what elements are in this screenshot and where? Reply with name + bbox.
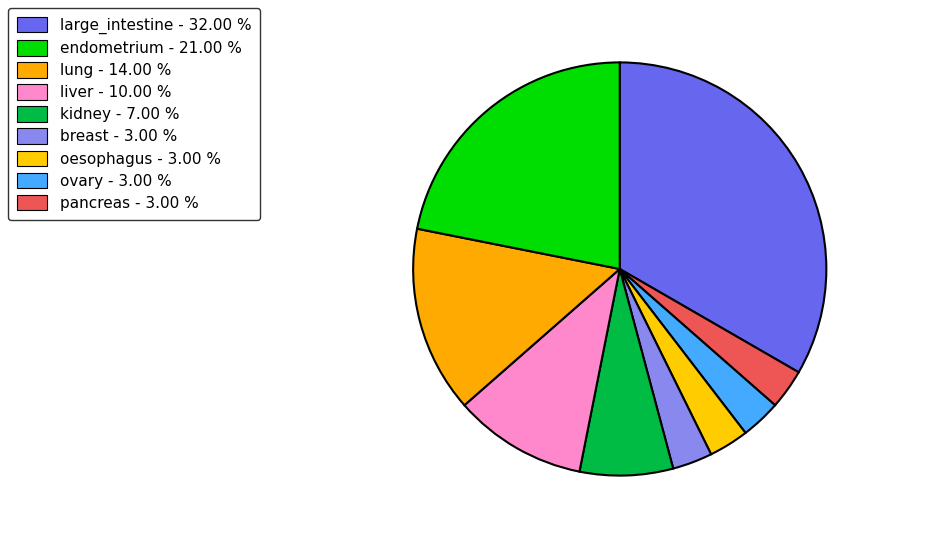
Wedge shape bbox=[620, 269, 799, 405]
Wedge shape bbox=[417, 62, 620, 269]
Wedge shape bbox=[620, 62, 826, 372]
Wedge shape bbox=[620, 269, 711, 469]
Wedge shape bbox=[620, 269, 746, 454]
Wedge shape bbox=[465, 269, 620, 472]
Wedge shape bbox=[620, 269, 775, 433]
Legend: large_intestine - 32.00 %, endometrium - 21.00 %, lung - 14.00 %, liver - 10.00 : large_intestine - 32.00 %, endometrium -… bbox=[8, 8, 260, 220]
Wedge shape bbox=[579, 269, 673, 476]
Wedge shape bbox=[413, 229, 620, 405]
